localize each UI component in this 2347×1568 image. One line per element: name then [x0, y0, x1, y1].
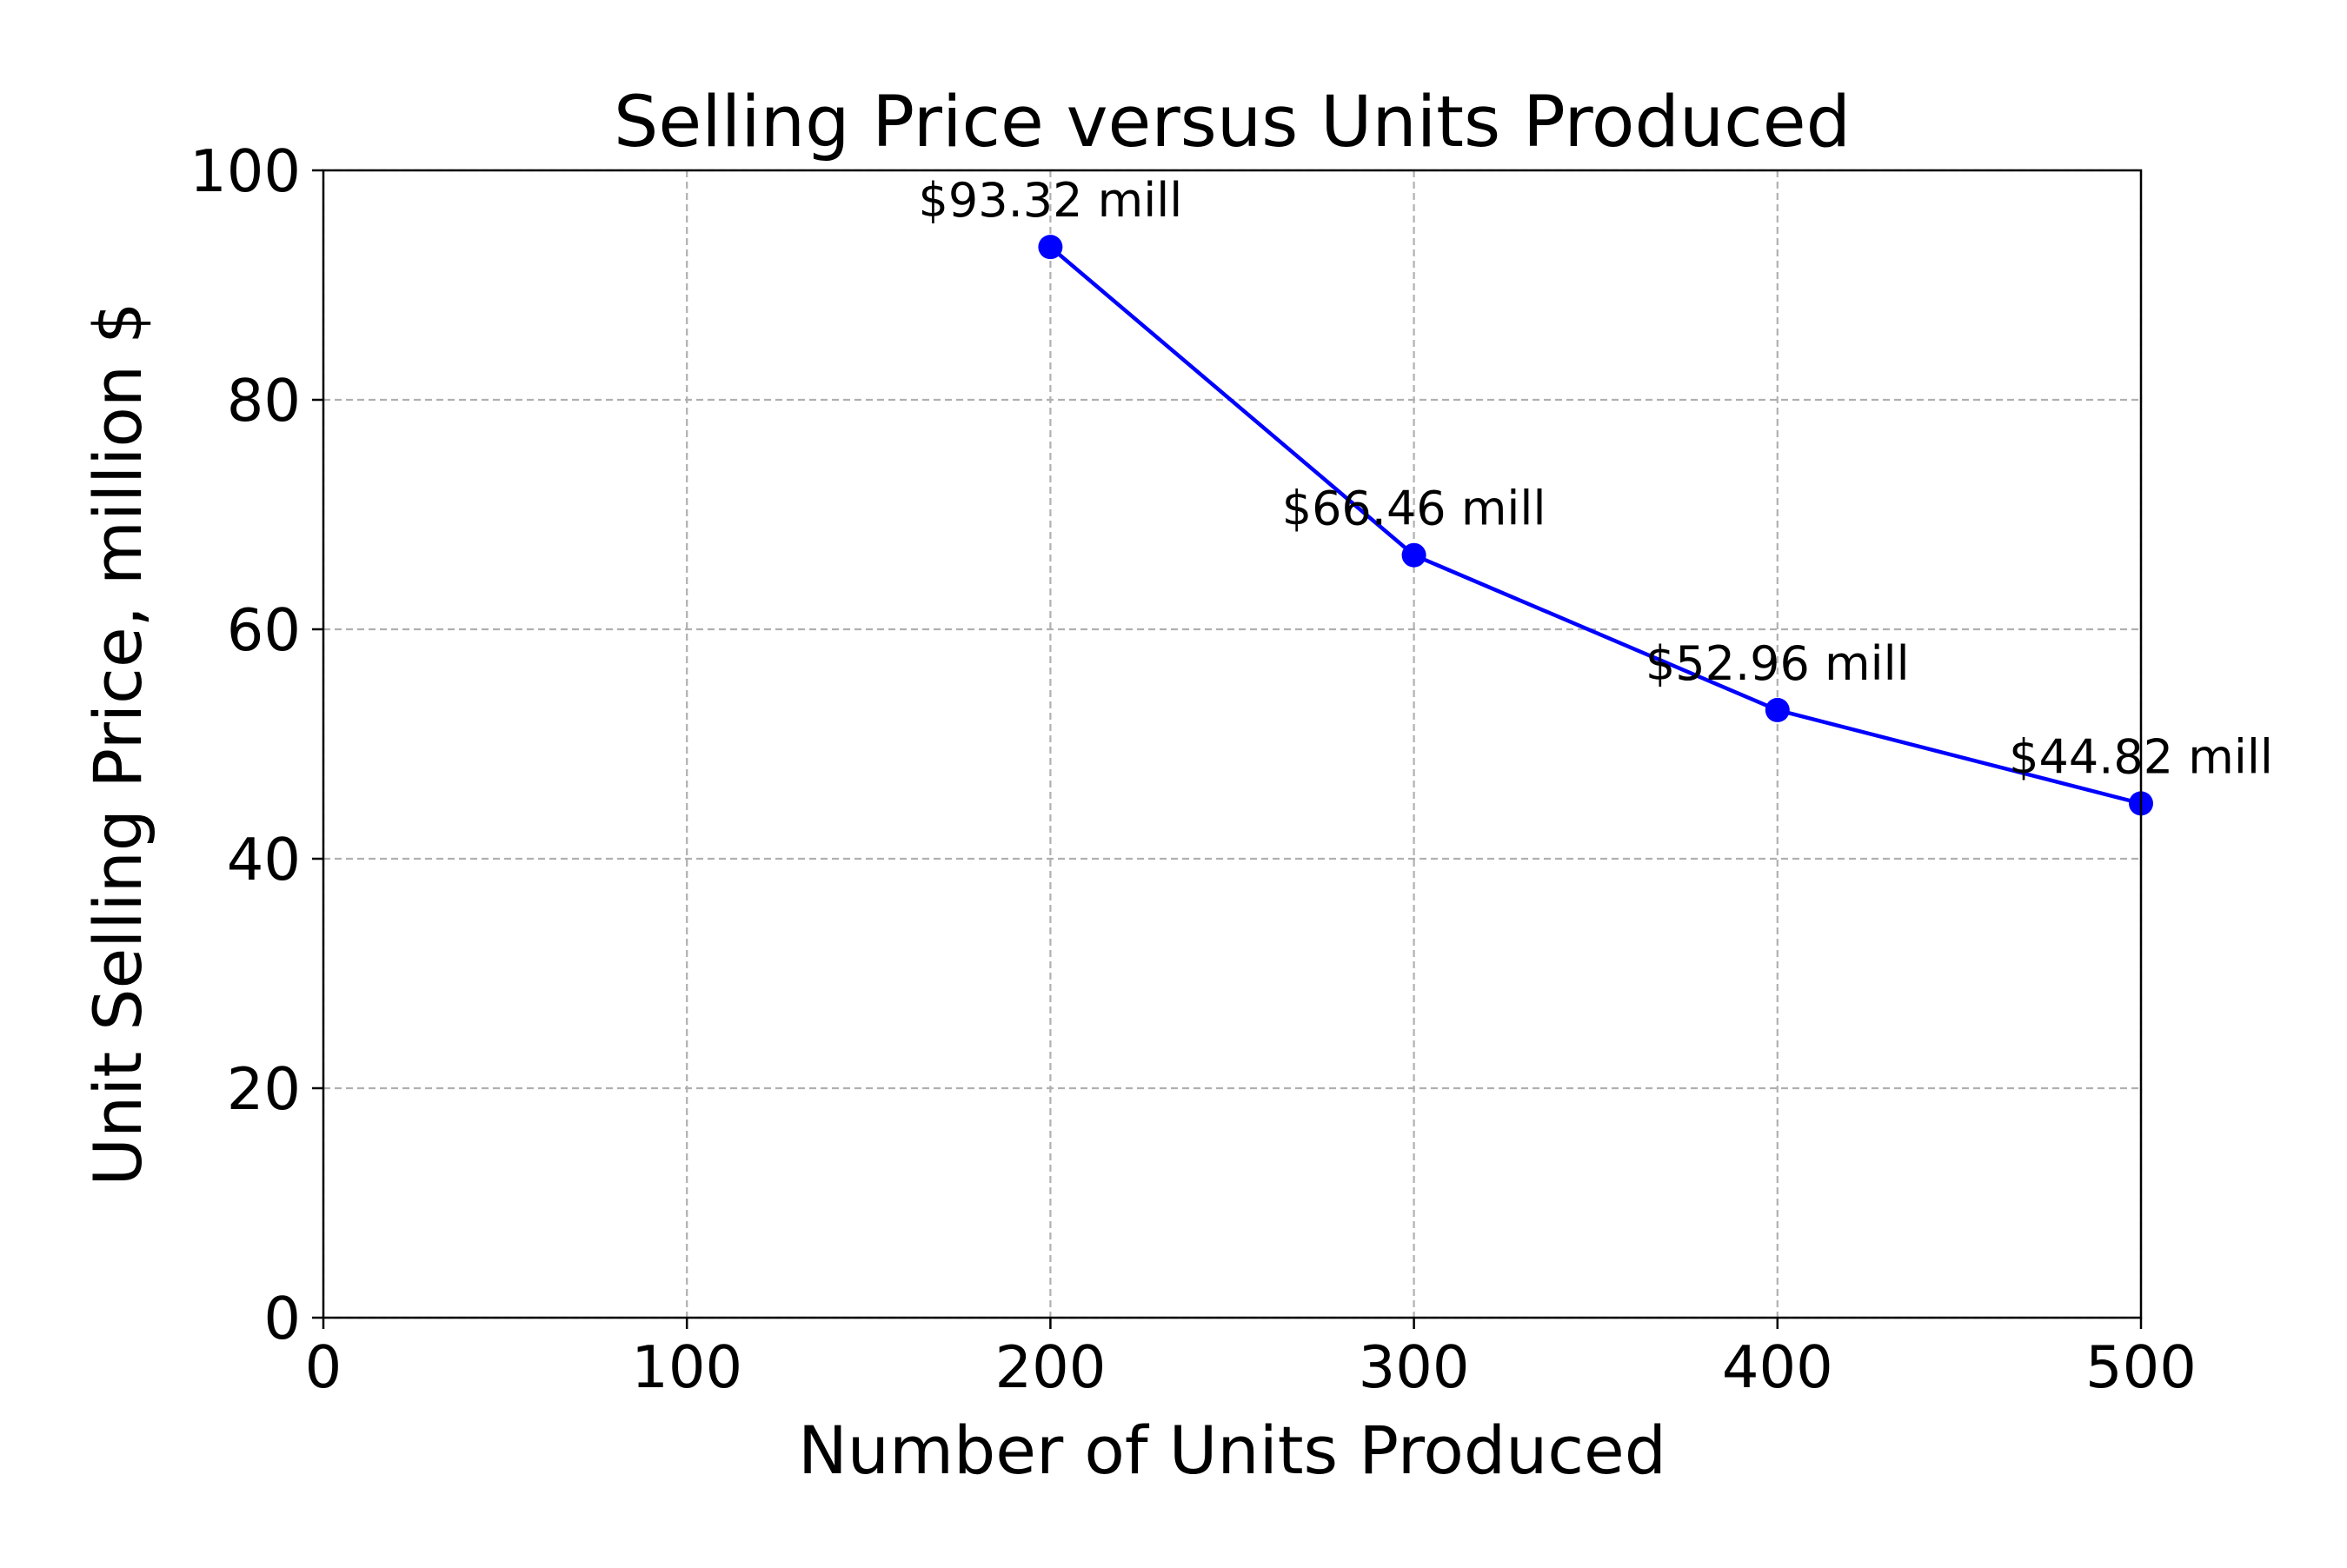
data-point-marker: [1038, 235, 1063, 260]
x-tick-label: 300: [1359, 1333, 1470, 1401]
chart-title: Selling Price versus Units Produced: [614, 82, 1851, 163]
y-tick-label: 40: [227, 826, 301, 894]
x-tick-label: 500: [2085, 1333, 2197, 1401]
data-label: $66.46 mill: [1282, 482, 1546, 536]
y-tick-label: 20: [227, 1055, 301, 1123]
series-line: [1048, 245, 2142, 806]
x-tick-label: 400: [1722, 1333, 1833, 1401]
y-tick-label: 0: [263, 1285, 301, 1352]
y-tick-label: 100: [189, 137, 301, 205]
data-label: $93.32 mill: [919, 173, 1183, 228]
x-tick-label: 0: [305, 1333, 342, 1401]
data-point-marker: [1401, 542, 1426, 568]
y-axis-label: Unit Selling Price, million $: [79, 302, 156, 1186]
data-label: $52.96 mill: [1646, 636, 1910, 691]
data-label: $44.82 mill: [2009, 729, 2273, 784]
axis-ticks: 0 100 200 300 400 500 0 20 40 60 80 100: [189, 137, 2197, 1401]
x-axis-label: Number of Units Produced: [798, 1412, 1666, 1489]
y-tick-label: 80: [227, 367, 301, 435]
data-point-marker: [1765, 697, 1790, 722]
data-labels: $93.32 mill $66.46 mill $52.96 mill $44.82 …: [919, 173, 2273, 784]
plot-frame: [322, 169, 2143, 1319]
y-tick-label: 60: [227, 596, 301, 664]
x-tick-label: 100: [631, 1333, 742, 1401]
x-tick-label: 200: [994, 1333, 1106, 1401]
